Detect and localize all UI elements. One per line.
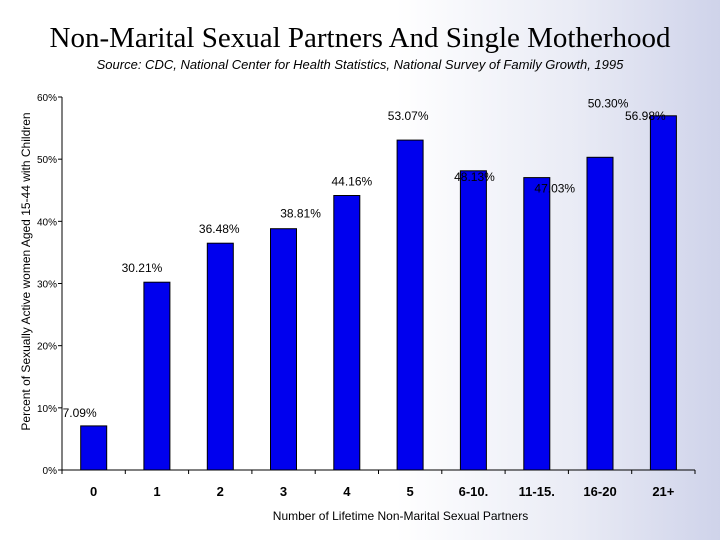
chart-title: Non-Marital Sexual Partners And Single M… xyxy=(49,22,671,54)
y-tick-label: 60% xyxy=(37,93,57,104)
labels-group: 0% 10% 20% 30% 40% 50% 60% 0 1 2 3 4 5 6-10. 11-15. 16-… xyxy=(37,93,675,499)
x-category-label: 1 xyxy=(153,484,160,499)
bar-1 xyxy=(143,281,171,471)
data-label: 7.09% xyxy=(63,406,97,420)
x-category-label: 0 xyxy=(90,484,97,499)
bar-4 xyxy=(333,195,361,471)
x-category-label: 3 xyxy=(280,484,287,499)
data-label: 50.30% xyxy=(588,96,629,110)
data-label: 38.81% xyxy=(280,207,321,221)
bar-3 xyxy=(270,228,297,471)
bars-group xyxy=(80,115,677,471)
chart-subtitle: Source: CDC, National Center for Health … xyxy=(96,57,624,72)
x-category-label: 2 xyxy=(217,484,224,499)
data-label: 47.03% xyxy=(534,182,575,196)
x-category-label: 5 xyxy=(407,484,414,499)
y-tick-label: 0% xyxy=(43,466,58,477)
bar-8 xyxy=(586,156,614,471)
y-tick-label: 10% xyxy=(37,404,57,415)
data-label: 36.48% xyxy=(199,222,240,236)
bar-5 xyxy=(396,139,424,471)
x-category-label: 16-20 xyxy=(583,484,616,499)
x-axis-title: Number of Lifetime Non-Marital Sexual Pa… xyxy=(273,509,528,523)
axes-group xyxy=(58,96,696,474)
data-label: 44.16% xyxy=(331,174,372,188)
y-tick-label: 30% xyxy=(37,280,57,291)
x-category-label: 21+ xyxy=(652,484,674,499)
y-tick-label: 40% xyxy=(37,217,57,228)
y-tick-label: 20% xyxy=(37,342,57,353)
bar-9 xyxy=(649,115,677,471)
data-label: 56.98% xyxy=(625,109,666,123)
data-label: 30.21% xyxy=(122,261,163,275)
bar-0 xyxy=(80,425,108,471)
y-tick-label: 50% xyxy=(37,155,57,166)
y-axis-title: Percent of Sexually Active women Aged 15… xyxy=(19,112,33,430)
x-category-label: 6-10. xyxy=(459,484,489,499)
bar-7 xyxy=(523,177,551,471)
data-label: 48.13% xyxy=(454,170,495,184)
x-category-label: 11-15. xyxy=(519,484,555,499)
x-category-label: 4 xyxy=(343,484,351,499)
data-label: 53.07% xyxy=(388,109,429,123)
bar-2 xyxy=(206,242,234,471)
bar-6 xyxy=(459,170,487,471)
